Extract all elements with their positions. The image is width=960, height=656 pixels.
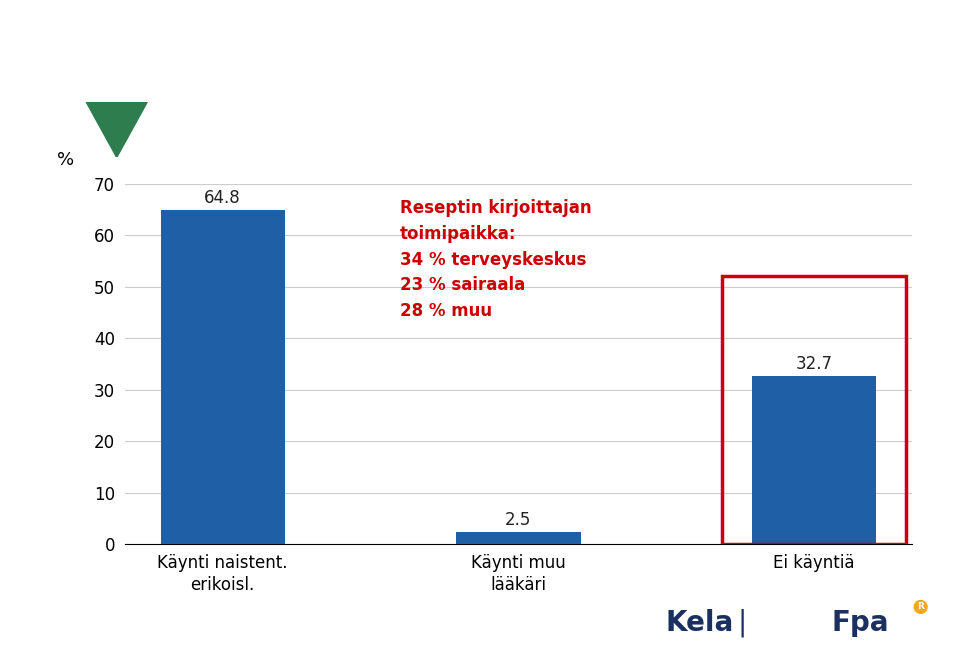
Bar — [752, 376, 876, 544]
Text: Reseptin kirjoittajan
toimipaikka:
34 % terveyskeskus
23 % sairaala
28 % muu: Reseptin kirjoittajan toimipaikka: 34 % … — [400, 199, 591, 320]
Bar — [160, 211, 285, 544]
Text: Fpa: Fpa — [831, 609, 889, 637]
Text: R: R — [917, 602, 924, 611]
Text: 32.7: 32.7 — [796, 355, 832, 373]
Text: Mirena-ostot ja yksityislääkärikäynnit: Mirena-ostot ja yksityislääkärikäynnit — [34, 16, 745, 49]
Text: (Aaltonen ym. Terveystaloustiede 2013): (Aaltonen ym. Terveystaloustiede 2013) — [34, 70, 366, 89]
Bar — [723, 276, 906, 544]
Bar — [456, 531, 581, 544]
Text: 64.8: 64.8 — [204, 190, 241, 207]
Text: Kela: Kela — [665, 609, 733, 637]
Text: 2.5: 2.5 — [505, 510, 532, 529]
Polygon shape — [86, 102, 148, 157]
Text: |: | — [737, 609, 747, 637]
Y-axis label: %: % — [58, 152, 74, 169]
Text: ®: ® — [914, 600, 927, 613]
